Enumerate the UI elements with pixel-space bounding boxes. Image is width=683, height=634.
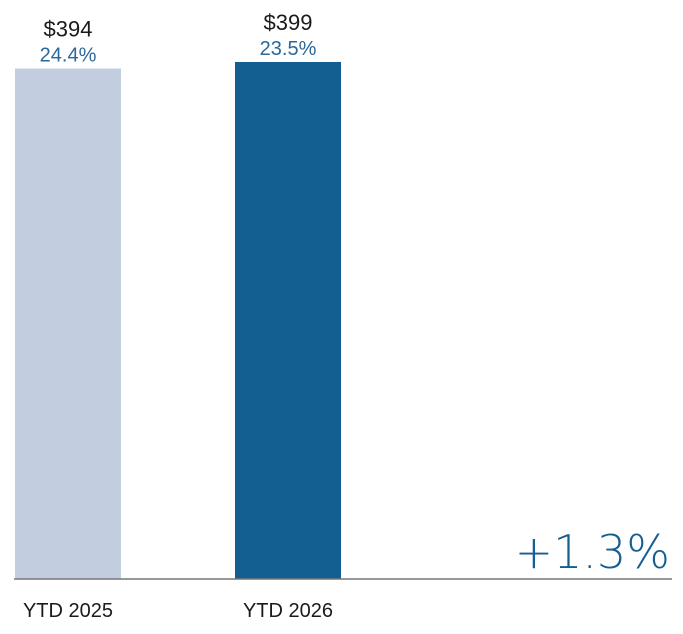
bars-group [15, 62, 341, 579]
value-label: $394 [44, 16, 93, 41]
category-label: YTD 2025 [23, 600, 113, 622]
change-percent-label: +1.3% [515, 525, 670, 579]
bar-ytd-2026 [235, 62, 341, 579]
percent-label: 23.5% [260, 38, 317, 60]
category-label: YTD 2026 [243, 600, 333, 622]
bar-ytd-2025 [15, 68, 121, 579]
percent-label: 24.4% [40, 44, 97, 66]
value-label: $399 [264, 10, 313, 35]
labels-group: $394 24.4% YTD 2025 $399 23.5% YTD 2026 [23, 10, 333, 622]
